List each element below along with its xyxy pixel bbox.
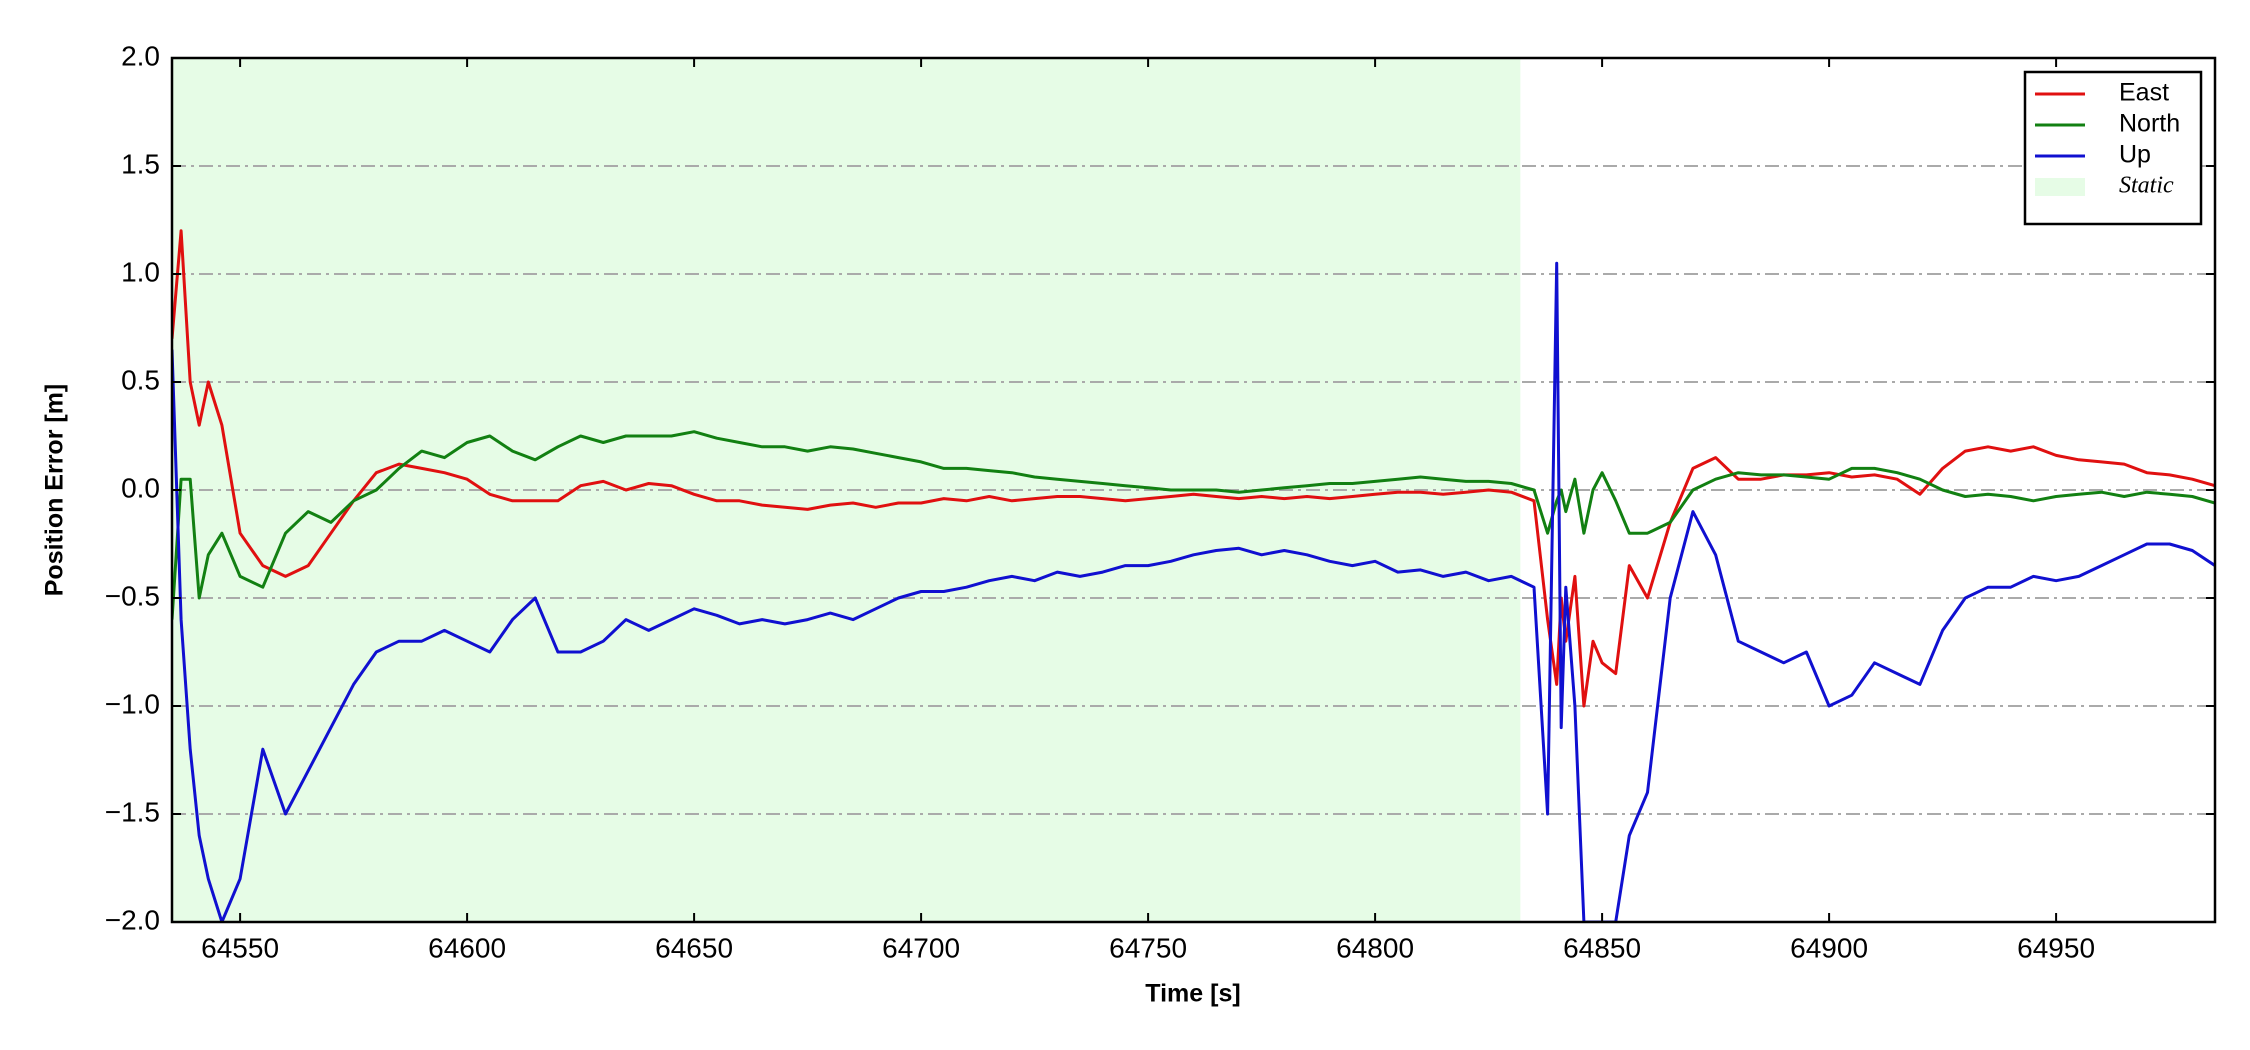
legend-label: North xyxy=(2119,110,2180,138)
plot-layer xyxy=(172,58,2215,922)
x-tick-label: 64850 xyxy=(1563,932,1641,963)
y-tick-label: −2.0 xyxy=(105,904,160,935)
x-tick-label: 64600 xyxy=(428,932,506,963)
x-tick-label: 64800 xyxy=(1336,932,1414,963)
y-tick-label: 0.0 xyxy=(121,472,160,503)
x-axis-label: Time [s] xyxy=(1145,980,1240,1008)
legend-swatch xyxy=(2035,178,2085,196)
y-tick-label: 1.0 xyxy=(121,256,160,287)
x-tick-label: 64750 xyxy=(1109,932,1187,963)
plot-area xyxy=(172,58,2215,922)
x-tick-label: 64650 xyxy=(655,932,733,963)
y-tick-label: −0.5 xyxy=(105,580,160,611)
x-tick-label: 64950 xyxy=(2017,932,2095,963)
legend-box xyxy=(2023,70,2203,226)
y-axis-label: Position Error [m] xyxy=(41,384,69,597)
legend-label: Static xyxy=(2119,173,2174,199)
plot-frame xyxy=(170,56,2217,924)
x-tick-label: 64900 xyxy=(1790,932,1868,963)
legend-label: East xyxy=(2119,79,2169,107)
y-tick-label: 2.0 xyxy=(121,40,160,71)
series-line xyxy=(172,430,2215,620)
x-tick-label: 64550 xyxy=(201,932,279,963)
x-tick-label: 64700 xyxy=(882,932,960,963)
y-tick-label: −1.5 xyxy=(105,796,160,827)
y-tick-label: 0.5 xyxy=(121,364,160,395)
y-tick-label: 1.5 xyxy=(121,148,160,179)
series-line xyxy=(172,261,2215,922)
y-tick-label: −1.0 xyxy=(105,688,160,719)
legend-label: Up xyxy=(2119,141,2151,169)
